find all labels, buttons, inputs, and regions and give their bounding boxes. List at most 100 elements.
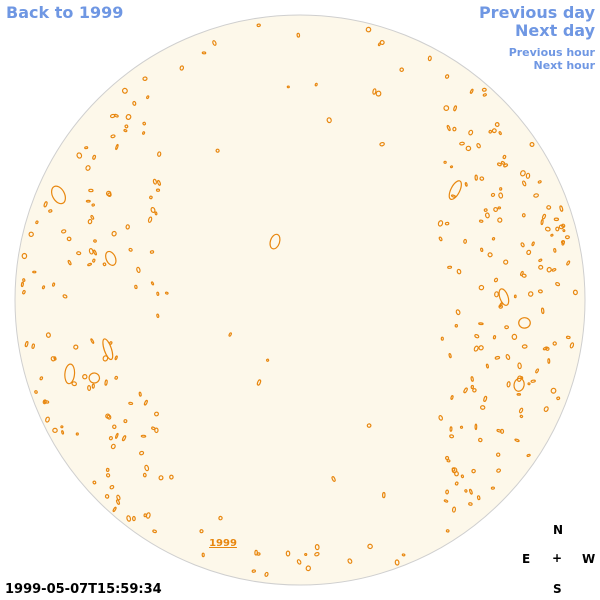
next-day-link[interactable]: Next day	[515, 21, 595, 40]
contour	[114, 355, 118, 361]
contour	[541, 213, 547, 220]
contour	[491, 237, 496, 241]
contour	[218, 515, 223, 521]
contour	[544, 226, 551, 232]
previous-day-link[interactable]: Previous day	[478, 3, 595, 22]
contour	[547, 358, 551, 364]
contour	[366, 423, 372, 428]
contour	[256, 379, 262, 386]
contour	[443, 105, 450, 111]
contour	[347, 558, 353, 564]
contour	[454, 481, 459, 486]
contour	[474, 174, 478, 181]
contour	[35, 220, 39, 225]
contour	[449, 434, 455, 439]
contour	[474, 334, 480, 339]
contour	[91, 383, 95, 389]
contour	[113, 113, 119, 118]
contour	[465, 145, 472, 152]
contour	[521, 213, 526, 218]
contour	[314, 551, 320, 557]
contour	[546, 266, 552, 273]
contour	[112, 424, 117, 430]
contour	[60, 425, 64, 429]
contour	[251, 569, 256, 573]
contour	[381, 491, 386, 499]
contour	[104, 379, 108, 386]
contour	[493, 277, 499, 283]
contour	[494, 122, 500, 127]
contour	[286, 85, 290, 89]
contour	[447, 265, 453, 269]
contour	[558, 224, 565, 230]
contour	[438, 415, 443, 421]
contour	[104, 494, 110, 499]
contour	[440, 336, 444, 341]
contour	[41, 285, 46, 290]
contour	[326, 117, 332, 124]
contour	[533, 193, 539, 198]
contour	[228, 332, 232, 337]
contour	[482, 93, 487, 97]
contour	[562, 229, 566, 233]
contour	[546, 205, 552, 210]
contour	[518, 407, 524, 414]
contour	[314, 82, 318, 87]
contour	[478, 322, 484, 326]
contour	[438, 236, 443, 242]
contour	[520, 170, 526, 177]
compass-south: S	[553, 582, 562, 596]
next-hour-link[interactable]: Next hour	[533, 59, 596, 72]
contour	[453, 105, 458, 112]
contour	[73, 344, 79, 350]
contour	[494, 291, 499, 298]
contour	[445, 455, 450, 461]
contour	[20, 281, 24, 288]
contour	[452, 126, 457, 132]
contour	[476, 495, 481, 501]
contour	[444, 74, 450, 79]
contour	[469, 88, 474, 94]
contour	[521, 344, 528, 349]
contour	[116, 494, 121, 501]
contour	[502, 154, 507, 160]
previous-hour-link[interactable]: Previous hour	[508, 46, 595, 59]
contour	[82, 374, 88, 380]
contour	[45, 416, 50, 423]
contour	[445, 489, 450, 495]
contour	[529, 142, 535, 148]
contour	[526, 249, 532, 256]
back-link[interactable]: Back to 1999	[6, 3, 124, 22]
contour	[569, 342, 575, 349]
contour	[476, 143, 481, 149]
contour	[85, 199, 91, 203]
contour	[493, 207, 499, 212]
contour	[138, 391, 142, 397]
year-label[interactable]: 1999	[209, 538, 237, 549]
contour	[513, 377, 525, 392]
contour	[32, 270, 37, 274]
contour	[555, 281, 561, 287]
contour	[114, 375, 119, 380]
contour	[504, 325, 509, 330]
contour	[450, 395, 454, 400]
contour	[105, 413, 111, 419]
contour	[64, 363, 76, 385]
contour	[525, 172, 531, 179]
contour	[490, 192, 496, 197]
contour	[126, 515, 132, 522]
contour	[520, 270, 524, 277]
contour	[156, 291, 160, 296]
contour	[105, 250, 117, 266]
contour	[142, 131, 146, 135]
contour	[519, 414, 524, 419]
contour	[93, 249, 97, 256]
contour	[128, 401, 134, 406]
contour	[513, 294, 517, 299]
contour	[494, 355, 501, 360]
contour	[464, 182, 468, 187]
contour	[488, 129, 493, 134]
contour	[62, 294, 68, 299]
contour	[498, 288, 510, 306]
contour	[367, 543, 373, 550]
